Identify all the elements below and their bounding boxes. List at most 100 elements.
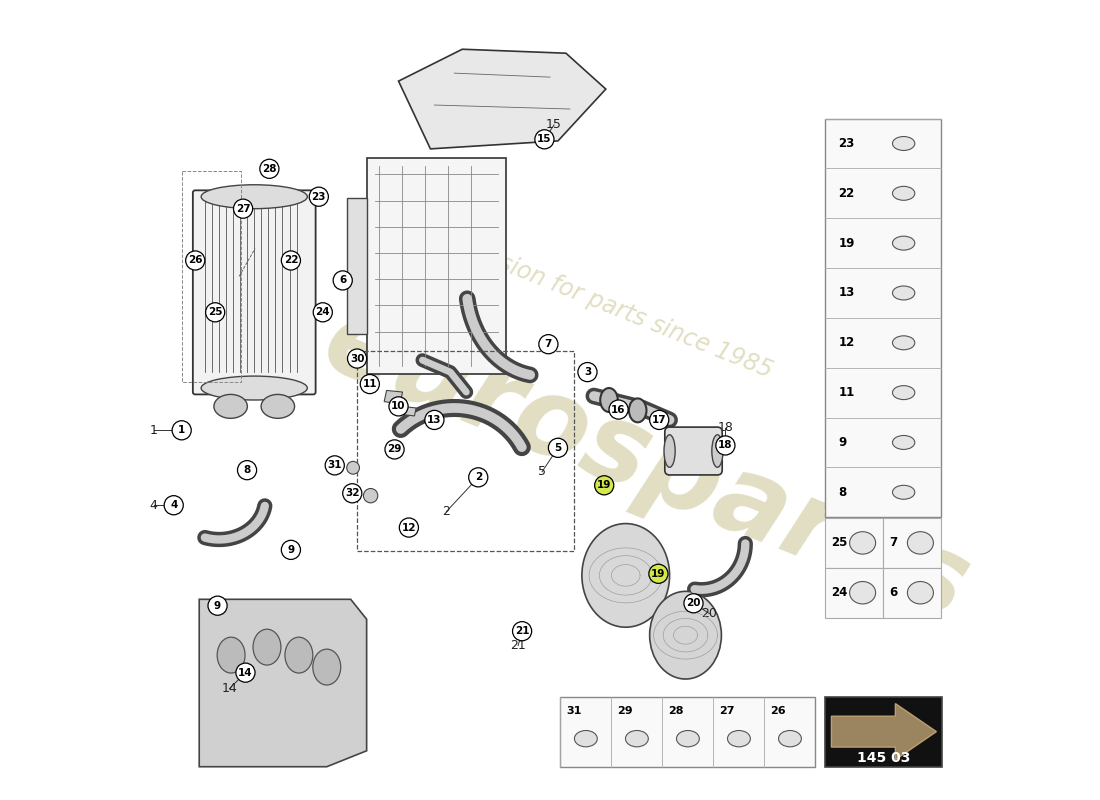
Text: 28: 28 (668, 706, 683, 716)
Text: 9: 9 (838, 436, 847, 449)
Ellipse shape (574, 730, 597, 747)
Circle shape (549, 438, 568, 458)
Circle shape (539, 334, 558, 354)
Circle shape (399, 518, 418, 537)
Ellipse shape (346, 462, 360, 474)
Text: 26: 26 (188, 255, 202, 266)
Ellipse shape (629, 398, 647, 422)
Text: 7: 7 (889, 537, 898, 550)
Text: 25: 25 (832, 537, 848, 550)
Circle shape (208, 596, 227, 615)
Text: 18: 18 (718, 441, 733, 450)
Ellipse shape (892, 236, 915, 250)
Text: a passion for parts since 1985: a passion for parts since 1985 (436, 226, 776, 382)
Ellipse shape (892, 486, 915, 499)
FancyBboxPatch shape (825, 568, 883, 618)
Text: 26: 26 (770, 706, 785, 716)
Ellipse shape (908, 582, 934, 604)
Circle shape (389, 397, 408, 416)
Ellipse shape (727, 730, 750, 747)
Ellipse shape (650, 591, 722, 679)
Ellipse shape (892, 186, 915, 200)
Circle shape (361, 374, 379, 394)
Circle shape (469, 468, 487, 487)
Text: 15: 15 (537, 134, 552, 144)
Ellipse shape (892, 386, 915, 400)
Circle shape (282, 251, 300, 270)
Text: eurospares: eurospares (308, 286, 983, 642)
Circle shape (235, 663, 255, 682)
Text: 27: 27 (719, 706, 735, 716)
Text: 13: 13 (838, 286, 855, 299)
Text: 8: 8 (838, 486, 847, 498)
Circle shape (650, 410, 669, 430)
Circle shape (233, 199, 253, 218)
Text: 145 03: 145 03 (857, 750, 911, 765)
Circle shape (535, 130, 554, 149)
Text: 31: 31 (328, 460, 342, 470)
Ellipse shape (582, 523, 670, 627)
Circle shape (172, 421, 191, 440)
Ellipse shape (201, 185, 307, 209)
Ellipse shape (892, 137, 915, 150)
Text: 32: 32 (345, 488, 360, 498)
Text: 4: 4 (170, 500, 177, 510)
Polygon shape (398, 50, 606, 149)
Polygon shape (832, 703, 936, 760)
Circle shape (282, 540, 300, 559)
Text: 30: 30 (350, 354, 364, 363)
Text: 2: 2 (474, 472, 482, 482)
Text: 3: 3 (584, 367, 591, 377)
FancyBboxPatch shape (825, 697, 943, 766)
Text: 14: 14 (238, 668, 253, 678)
FancyBboxPatch shape (825, 518, 883, 568)
Circle shape (595, 476, 614, 495)
Ellipse shape (712, 434, 723, 467)
Text: 10: 10 (392, 402, 406, 411)
FancyBboxPatch shape (366, 158, 506, 374)
Ellipse shape (213, 394, 248, 418)
Ellipse shape (849, 532, 876, 554)
Text: 24: 24 (316, 307, 330, 318)
Text: 29: 29 (387, 445, 402, 454)
Circle shape (348, 349, 366, 368)
Text: 22: 22 (284, 255, 298, 266)
Text: 1: 1 (150, 424, 157, 437)
Ellipse shape (908, 532, 934, 554)
Circle shape (309, 187, 329, 206)
Circle shape (716, 436, 735, 455)
Ellipse shape (892, 435, 915, 450)
Text: 6: 6 (889, 586, 898, 599)
Text: 12: 12 (402, 522, 416, 533)
Circle shape (164, 496, 184, 515)
Text: 13: 13 (427, 415, 442, 425)
Text: 11: 11 (838, 386, 855, 399)
Circle shape (186, 251, 205, 270)
Text: 25: 25 (208, 307, 222, 318)
Ellipse shape (676, 730, 700, 747)
Text: 17: 17 (652, 415, 667, 425)
Text: 4: 4 (150, 498, 157, 512)
FancyBboxPatch shape (883, 518, 940, 568)
FancyBboxPatch shape (192, 190, 316, 394)
Ellipse shape (664, 434, 675, 467)
Ellipse shape (363, 489, 377, 503)
Circle shape (314, 302, 332, 322)
Polygon shape (384, 390, 403, 404)
Text: 28: 28 (262, 164, 276, 174)
Polygon shape (199, 599, 366, 766)
Ellipse shape (601, 388, 618, 412)
Text: 5: 5 (554, 443, 562, 453)
Text: 9: 9 (287, 545, 295, 555)
Ellipse shape (261, 394, 295, 418)
Text: 23: 23 (311, 192, 326, 202)
Ellipse shape (312, 649, 341, 685)
Circle shape (578, 362, 597, 382)
Circle shape (609, 400, 628, 419)
Ellipse shape (285, 637, 312, 673)
Text: 18: 18 (717, 422, 734, 434)
Circle shape (206, 302, 224, 322)
FancyBboxPatch shape (825, 118, 940, 517)
Circle shape (513, 622, 531, 641)
Text: 16: 16 (612, 405, 626, 414)
